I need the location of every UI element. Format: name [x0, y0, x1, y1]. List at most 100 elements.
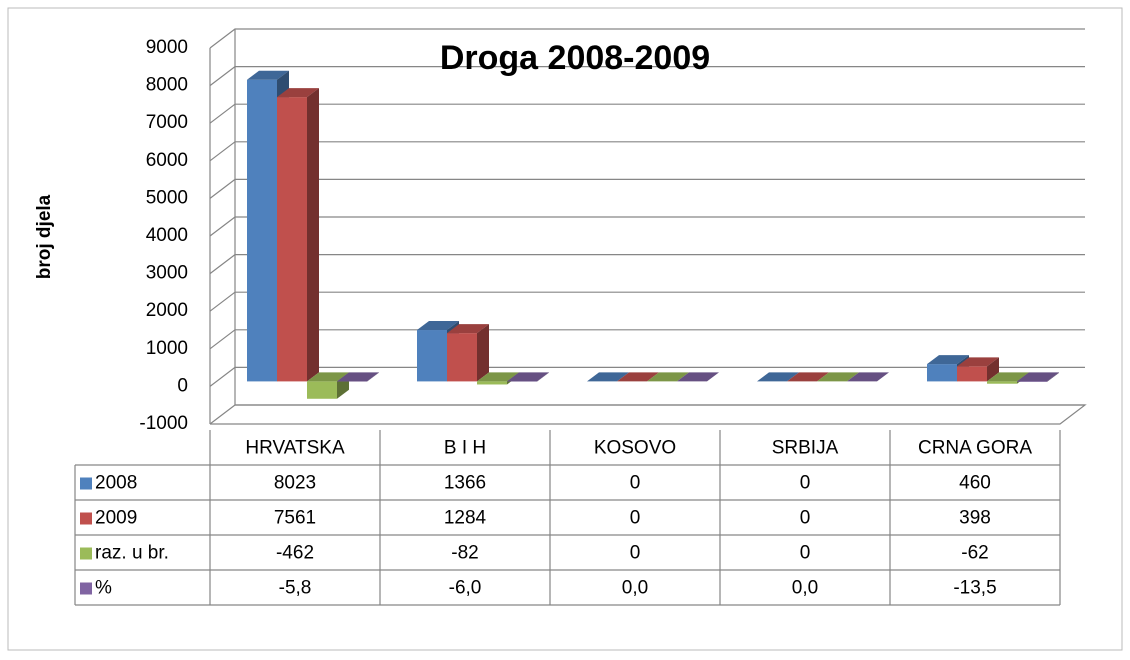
data-label: 460 — [959, 473, 991, 494]
data-label: -462 — [276, 543, 314, 564]
bar-top — [337, 372, 379, 382]
y-tick-label: 9000 — [146, 37, 188, 58]
data-label: -82 — [451, 543, 478, 564]
data-label: -5,8 — [279, 578, 312, 599]
grid-line — [209, 404, 1085, 425]
grid-line — [209, 178, 1085, 199]
bar-front — [307, 381, 337, 399]
bar-top — [417, 321, 459, 331]
bar-top — [247, 70, 289, 80]
bar-front — [477, 381, 507, 385]
bar-top — [957, 357, 999, 367]
y-tick-label: -1000 — [139, 413, 188, 434]
bar-top — [507, 372, 549, 382]
bar — [277, 88, 319, 382]
bar — [647, 372, 689, 382]
legend-key — [80, 582, 92, 595]
bar-top — [817, 372, 859, 382]
bar-top — [787, 372, 829, 382]
bar-front — [447, 333, 477, 382]
bar — [337, 372, 379, 382]
chart-title: Droga 2008-2009 — [440, 39, 710, 77]
y-tick-label: 1000 — [146, 338, 188, 359]
data-label: 0 — [800, 543, 811, 564]
bar-side — [987, 357, 999, 382]
legend-key — [80, 477, 92, 490]
y-tick-label: 7000 — [146, 112, 188, 133]
data-label: 0 — [630, 543, 641, 564]
bar — [447, 324, 489, 382]
legend-label: 2009 — [95, 508, 137, 529]
y-tick-label: 6000 — [146, 150, 188, 171]
data-label: 0,0 — [792, 578, 818, 599]
grid-line — [209, 103, 1085, 124]
chart-border — [7, 7, 1123, 651]
grid-line — [209, 329, 1085, 350]
y-axis-label: broj djela — [34, 194, 55, 279]
bar — [617, 372, 659, 382]
grid-line — [209, 28, 1085, 49]
y-tick-label: 0 — [177, 375, 188, 396]
bar — [1017, 372, 1059, 382]
bar-side — [307, 88, 319, 382]
bar-top — [987, 372, 1029, 382]
data-label: 0,0 — [622, 578, 648, 599]
bar — [817, 372, 859, 382]
bar-top — [587, 372, 629, 382]
y-tick-label: 3000 — [146, 263, 188, 284]
x-tick-label: HRVATSKA — [245, 438, 345, 459]
bar — [507, 372, 549, 382]
grid-line — [209, 254, 1085, 275]
bar — [677, 372, 719, 382]
bar-side — [477, 324, 489, 382]
bar — [757, 372, 799, 382]
bar-top — [307, 372, 349, 382]
bar-top — [757, 372, 799, 382]
bar — [957, 357, 999, 382]
bar-front — [927, 364, 957, 382]
y-tick-label: 4000 — [146, 225, 188, 246]
grid-line — [209, 366, 1085, 387]
data-label: 8023 — [274, 473, 316, 494]
legend-label: 2008 — [95, 473, 137, 494]
bar-top — [647, 372, 689, 382]
x-tick-label: SRBIJA — [772, 438, 839, 459]
data-label: -6,0 — [449, 578, 482, 599]
bar-front — [1017, 381, 1047, 382]
legend-key — [80, 512, 92, 525]
x-tick-label: KOSOVO — [594, 438, 676, 459]
bar-side — [367, 372, 379, 382]
data-label: 1366 — [444, 473, 486, 494]
bar-top — [617, 372, 659, 382]
data-label: 0 — [630, 473, 641, 494]
bar-top — [677, 372, 719, 382]
grid-line — [209, 66, 1085, 87]
bar — [847, 372, 889, 382]
bar-top — [927, 355, 969, 365]
bar-front — [417, 330, 447, 382]
data-label: 7561 — [274, 508, 316, 529]
data-label: 0 — [630, 508, 641, 529]
data-label: 0 — [800, 473, 811, 494]
data-label: 0 — [800, 508, 811, 529]
y-tick-label: 2000 — [146, 300, 188, 321]
data-label: 398 — [959, 508, 991, 529]
bar-front — [957, 366, 987, 382]
bar-front — [247, 79, 277, 382]
legend-label: % — [95, 578, 112, 599]
bar-top — [847, 372, 889, 382]
x-tick-label: CRNA GORA — [918, 438, 1032, 459]
bar — [787, 372, 829, 382]
bar-top — [1017, 372, 1059, 382]
bar-top — [277, 88, 319, 98]
y-tick-label: 5000 — [146, 187, 188, 208]
bar-side — [537, 372, 549, 382]
bar-front — [277, 97, 307, 382]
y-tick-label: 8000 — [146, 75, 188, 96]
data-label: 1284 — [444, 508, 487, 529]
data-label: -13,5 — [953, 578, 996, 599]
bar — [587, 372, 629, 382]
data-label: -62 — [961, 543, 988, 564]
bar-side — [1047, 372, 1059, 382]
